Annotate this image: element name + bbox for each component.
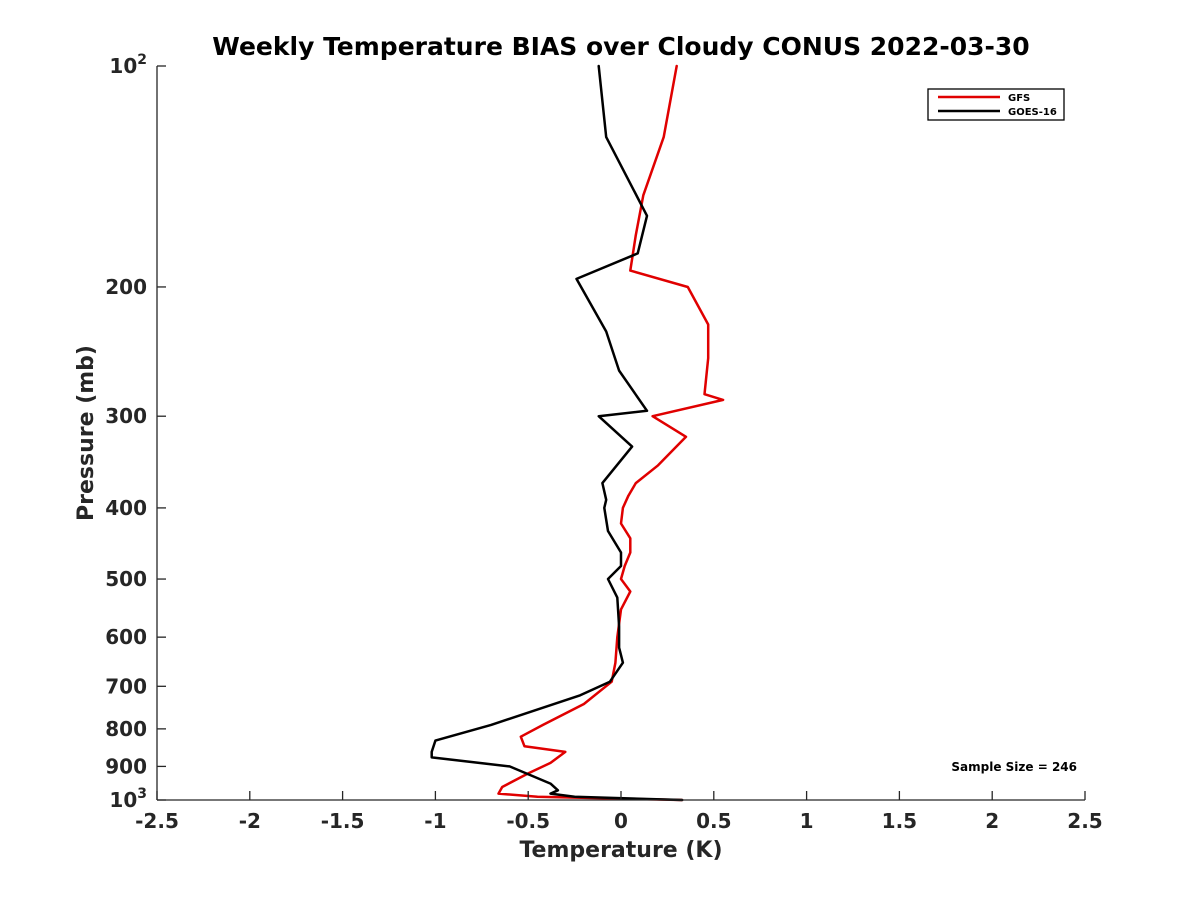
x-tick-label: 0.5 — [696, 809, 731, 833]
x-tick-label: 1.5 — [882, 809, 917, 833]
x-tick-label: 2 — [985, 809, 999, 833]
chart-title: Weekly Temperature BIAS over Cloudy CONU… — [212, 32, 1029, 61]
legend-box — [927, 88, 1065, 121]
legend-label-gfs: GFS — [1008, 93, 1030, 104]
y-tick-label: 700 — [105, 674, 147, 698]
y-tick-label: 600 — [105, 625, 147, 649]
legend: GFS GOES-16 — [927, 88, 1065, 121]
x-tick-label: -2.5 — [135, 809, 179, 833]
y-tick-label: 400 — [105, 496, 147, 520]
y-tick-label: 300 — [105, 404, 147, 428]
x-axis-label: Temperature (K) — [519, 838, 722, 863]
y-tick-label: 102 — [109, 52, 147, 78]
x-tick-label: 1 — [800, 809, 814, 833]
y-tick-label: 800 — [105, 717, 147, 741]
series-line-goes16 — [430, 64, 684, 802]
sample-size-annotation: Sample Size = 246 — [951, 760, 1077, 774]
y-tick-label: 200 — [105, 275, 147, 299]
series-line-gfs — [497, 64, 725, 802]
x-tick-label: -1.5 — [321, 809, 365, 833]
x-tick-label: -1 — [424, 809, 446, 833]
series-layer — [430, 64, 725, 802]
y-tick-label: 500 — [105, 567, 147, 591]
y-tick-label: 103 — [109, 786, 147, 812]
x-tick-label: 0 — [614, 809, 628, 833]
x-tick-label: -0.5 — [506, 809, 550, 833]
y-tick-label: 900 — [105, 754, 147, 778]
y-axis-label: Pressure (mb) — [74, 345, 99, 521]
tick-layer: -2.5 -2 -1.5 -1 -0.5 0 0.5 1 1.5 2 2.5 102 200 300 400… — [105, 52, 1102, 833]
legend-label-goes16: GOES-16 — [1008, 107, 1057, 118]
x-tick-label: -2 — [239, 809, 261, 833]
x-tick-label: 2.5 — [1067, 809, 1102, 833]
